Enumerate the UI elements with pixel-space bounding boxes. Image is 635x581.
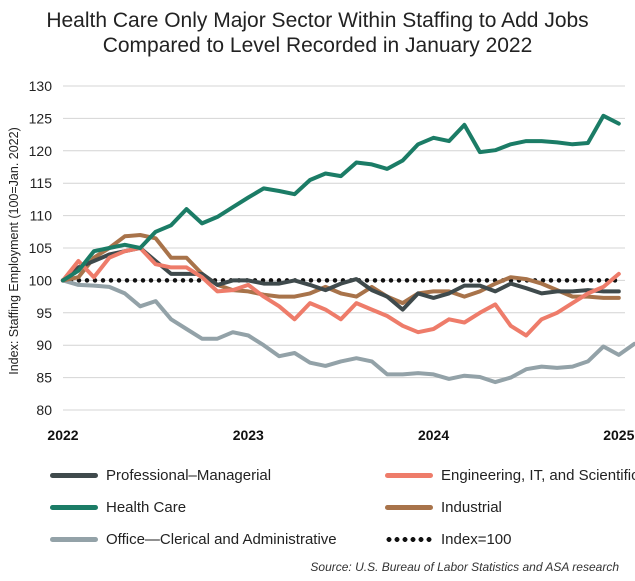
y-tick-label: 80	[36, 402, 52, 418]
y-tick-label: 95	[36, 305, 52, 321]
x-tick-label: 2022	[47, 427, 78, 443]
chart-title: Health Care Only Major Sector Within Sta…	[0, 8, 635, 58]
series-lines	[60, 113, 635, 385]
y-tick-label: 90	[36, 337, 52, 353]
y-tick-label: 110	[30, 208, 53, 224]
chart-title-line2: Compared to Level Recorded in January 20…	[102, 34, 533, 57]
x-axis-ticks: 2022 2023 2024 2025	[47, 427, 634, 443]
source-note: Source: U.S. Bureau of Labor Statistics …	[310, 560, 619, 574]
grid-lines	[63, 85, 625, 411]
series-line-1	[61, 246, 621, 338]
series-line-4	[61, 278, 635, 385]
y-tick-label: 125	[29, 110, 53, 126]
y-tick-label: 85	[36, 370, 52, 386]
series-line-3	[61, 233, 621, 306]
y-axis-label: Index: Staffing Employment (100=Jan. 202…	[7, 127, 21, 375]
y-tick-label: 100	[29, 272, 53, 288]
y-axis-ticks: 80 85 90 95 100 105 110 115 120 125 130	[29, 78, 53, 418]
y-tick-label: 115	[30, 175, 53, 191]
chart-title-line1: Health Care Only Major Sector Within Sta…	[46, 9, 589, 32]
x-tick-label: 2024	[418, 427, 449, 443]
series-line-2	[61, 113, 621, 283]
y-tick-label: 105	[29, 240, 53, 256]
x-tick-label: 2025	[603, 427, 634, 443]
x-tick-label: 2023	[233, 427, 264, 443]
y-tick-label: 130	[29, 78, 53, 94]
series-line-0	[61, 246, 621, 312]
y-tick-label: 120	[29, 143, 53, 159]
